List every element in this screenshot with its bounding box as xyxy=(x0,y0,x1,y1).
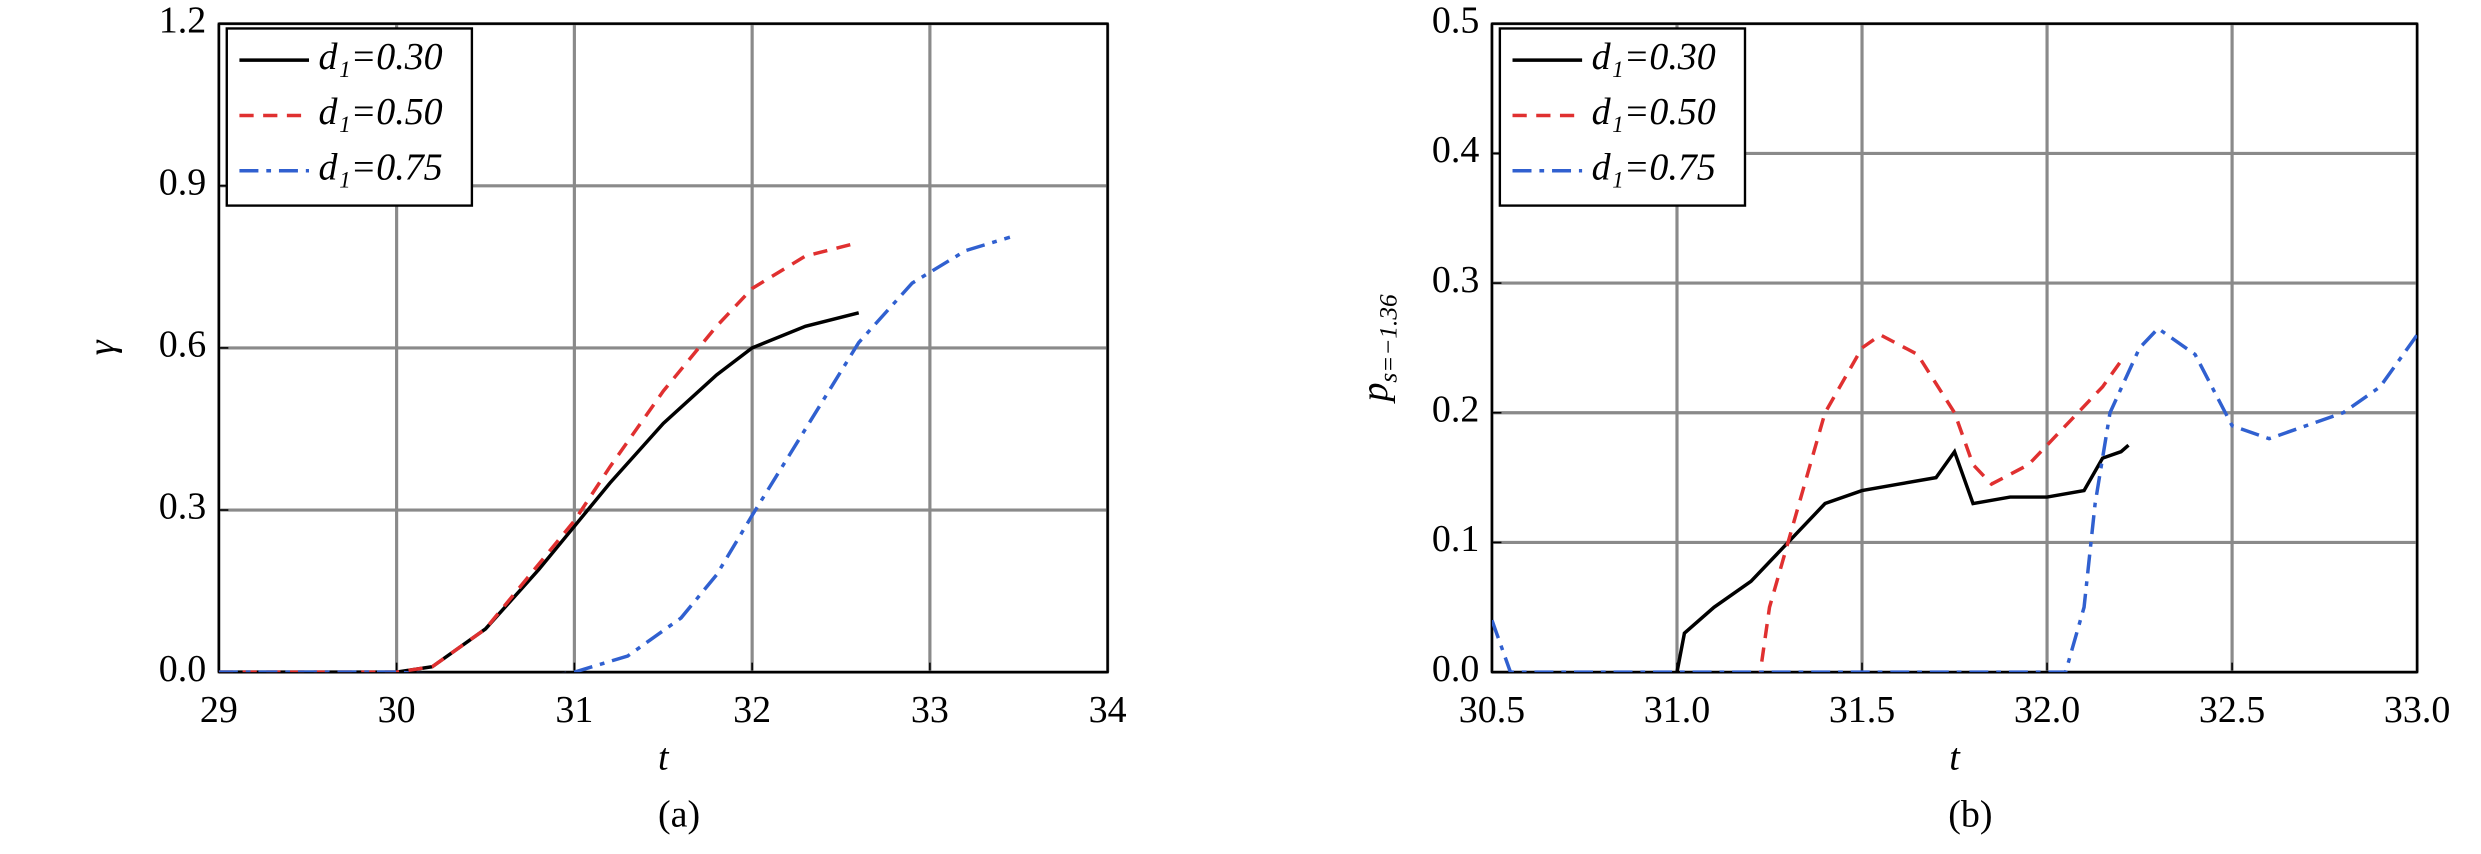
x-tick-label: 31 xyxy=(555,689,593,731)
plot-frame xyxy=(1490,22,2419,674)
x-tick-label: 32.5 xyxy=(2199,689,2265,731)
x-tick-label: 33 xyxy=(911,689,949,731)
y-axis-label-main: p xyxy=(1354,383,1396,405)
data-line xyxy=(1491,326,2418,673)
y-tick-label: 1.2 xyxy=(159,0,206,41)
y-tick-label: 0.6 xyxy=(159,324,206,366)
y-tick-label: 0.3 xyxy=(1432,259,1479,301)
y-tick-label: 0.5 xyxy=(1432,0,1479,41)
x-tick-label: 31.0 xyxy=(1644,689,1710,731)
data-line xyxy=(218,240,860,673)
legend-label: d₁=0.50 xyxy=(318,91,442,133)
data-line xyxy=(218,235,1011,673)
plot-frame xyxy=(217,22,1109,674)
x-tick-label: 30 xyxy=(378,689,416,731)
panel-label: (a) xyxy=(658,793,700,835)
legend-label: d₁=0.75 xyxy=(318,147,442,189)
y-axis-label: ps=−1.36 xyxy=(1354,294,1403,405)
x-tick-label: 34 xyxy=(1089,689,1127,731)
legend-label: d₁=0.30 xyxy=(1592,36,1716,78)
y-tick-label: 0.2 xyxy=(1432,388,1479,430)
legend-label: d₁=0.30 xyxy=(318,36,442,78)
x-axis-label: t xyxy=(658,736,670,778)
y-axis-label: γ xyxy=(81,339,123,355)
x-axis-label: t xyxy=(1949,736,1961,778)
legend-label: d₁=0.50 xyxy=(1592,91,1716,133)
x-tick-label: 29 xyxy=(200,689,238,731)
y-tick-label: 0.4 xyxy=(1432,129,1479,171)
x-tick-label: 32.0 xyxy=(2014,689,2080,731)
y-tick-label: 0.0 xyxy=(159,648,206,690)
y-tick-label: 0.1 xyxy=(1432,518,1479,560)
x-tick-label: 32 xyxy=(733,689,771,731)
y-axis-label-sub: s=−1.36 xyxy=(1375,294,1403,383)
panel-label: (b) xyxy=(1948,793,1992,835)
data-line xyxy=(218,311,860,673)
x-tick-label: 30.5 xyxy=(1459,689,1525,731)
x-tick-label: 31.5 xyxy=(1829,689,1895,731)
y-tick-label: 0.0 xyxy=(1432,648,1479,690)
legend-label: d₁=0.75 xyxy=(1592,147,1716,189)
y-axis-label-main: γ xyxy=(81,339,123,355)
y-tick-label: 0.3 xyxy=(159,486,206,528)
x-tick-label: 33.0 xyxy=(2384,689,2450,731)
y-tick-label: 0.9 xyxy=(159,162,206,204)
data-line xyxy=(1675,443,2130,673)
data-line xyxy=(1758,332,2123,673)
